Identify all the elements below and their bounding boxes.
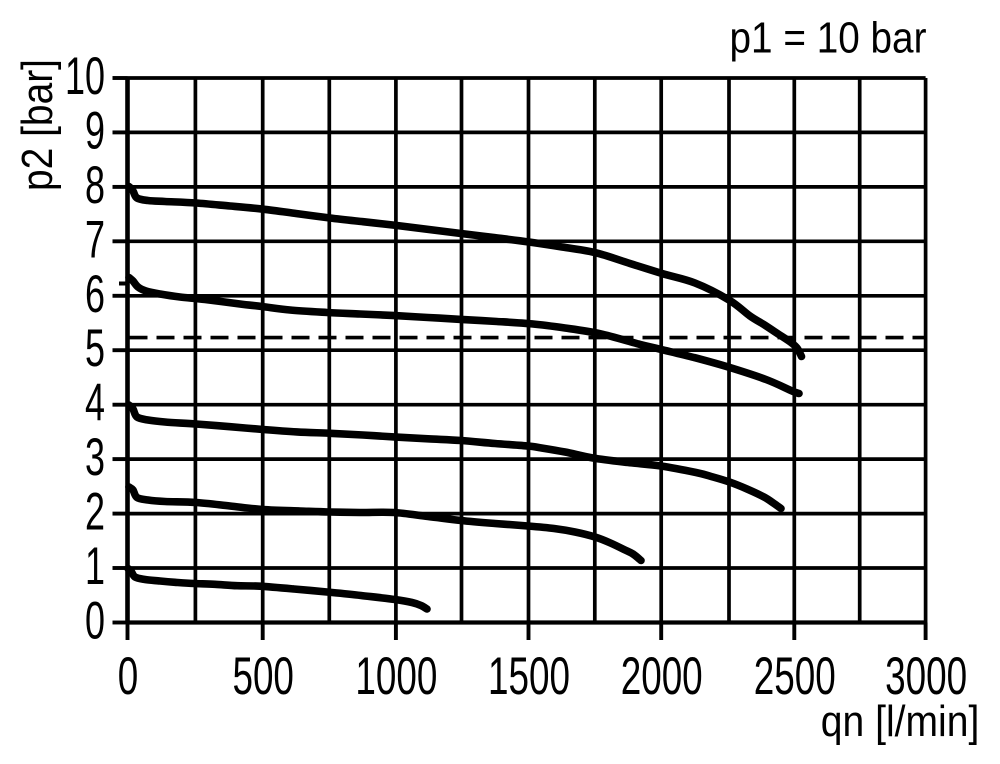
svg-text:8: 8: [85, 156, 105, 215]
svg-text:9: 9: [85, 101, 105, 160]
svg-text:3000: 3000: [885, 647, 967, 706]
svg-text:0: 0: [85, 592, 105, 651]
svg-text:1000: 1000: [355, 647, 437, 706]
svg-text:500: 500: [232, 647, 294, 706]
svg-text:7: 7: [85, 210, 105, 269]
svg-text:10: 10: [65, 47, 105, 106]
svg-text:2500: 2500: [754, 647, 836, 706]
svg-text:0: 0: [118, 647, 139, 706]
svg-text:p1 = 10 bar: p1 = 10 bar: [730, 14, 927, 63]
svg-text:3: 3: [85, 428, 105, 487]
svg-text:5: 5: [85, 319, 105, 378]
svg-text:4: 4: [85, 374, 105, 433]
svg-text:p2 [bar]: p2 [bar]: [13, 59, 62, 191]
svg-text:1500: 1500: [488, 647, 570, 706]
svg-text:2000: 2000: [621, 647, 703, 706]
svg-text:1: 1: [85, 537, 105, 596]
svg-text:qn [l/min]: qn [l/min]: [821, 697, 980, 746]
svg-text:2: 2: [85, 483, 105, 542]
svg-text:6: 6: [85, 265, 105, 324]
